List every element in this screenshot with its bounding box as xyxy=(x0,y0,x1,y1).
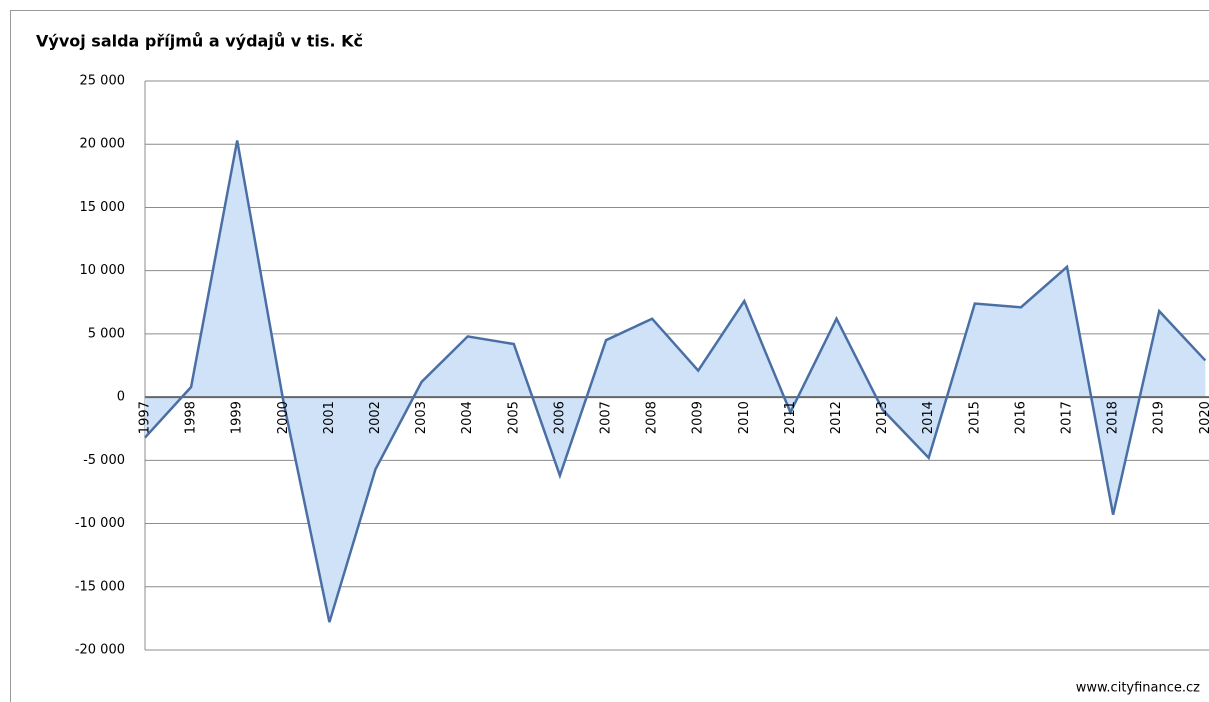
y-tick-label: -15 000 xyxy=(75,579,125,594)
x-tick-label: 2019 xyxy=(1152,401,1167,434)
x-tick-label: 2010 xyxy=(737,401,752,434)
y-tick-label: -10 000 xyxy=(75,516,125,531)
x-tick-label: 2018 xyxy=(1106,401,1121,434)
x-tick-label: 2006 xyxy=(552,401,567,434)
y-tick-label: 25 000 xyxy=(80,74,126,89)
y-tick-label: -20 000 xyxy=(75,643,125,658)
x-tick-label: 2002 xyxy=(368,401,383,434)
area-line xyxy=(144,140,1207,623)
x-tick-label: 1999 xyxy=(230,401,245,434)
y-tick-label: -5 000 xyxy=(83,453,125,468)
y-tick-label: 15 000 xyxy=(80,200,126,215)
x-tick-label: 1998 xyxy=(184,401,199,434)
x-tick-label: 2015 xyxy=(967,401,982,434)
x-tick-label: 2020 xyxy=(1198,401,1209,434)
x-tick-label: 2005 xyxy=(506,401,521,434)
y-tick-label: 20 000 xyxy=(80,137,126,152)
x-tick-label: 2007 xyxy=(599,401,614,434)
plot: 1997 1998 1999 2000 2001 2002 2003 2004 2005 2006… xyxy=(138,80,1209,651)
x-tick-label: 2004 xyxy=(460,401,475,434)
area xyxy=(145,140,1206,623)
x-tick-label: 2000 xyxy=(276,401,291,434)
x-tick-label: 2014 xyxy=(921,401,936,434)
x-tick-label: 2011 xyxy=(783,401,798,434)
x-tick-label: 2003 xyxy=(414,401,429,434)
x-tick-label: 2013 xyxy=(875,401,890,434)
x-tick-label: 2008 xyxy=(645,401,660,434)
x-tick-label: 1997 xyxy=(138,401,153,434)
x-tick-label: 2009 xyxy=(691,401,706,434)
x-tick-label: 2001 xyxy=(322,401,337,434)
x-tick-label: 2012 xyxy=(829,401,844,434)
x-tick-label: 2017 xyxy=(1060,401,1075,434)
y-tick-label: 0 xyxy=(117,390,125,405)
source: www.cityfinance.cz xyxy=(1076,681,1200,696)
y-tick-label: 10 000 xyxy=(80,263,126,278)
x-tick-label: 2016 xyxy=(1013,401,1028,434)
y-tick-label: 5 000 xyxy=(88,326,125,341)
chart-title: Vývoj salda příjmů a výdajů v tis. Kč xyxy=(36,32,363,51)
